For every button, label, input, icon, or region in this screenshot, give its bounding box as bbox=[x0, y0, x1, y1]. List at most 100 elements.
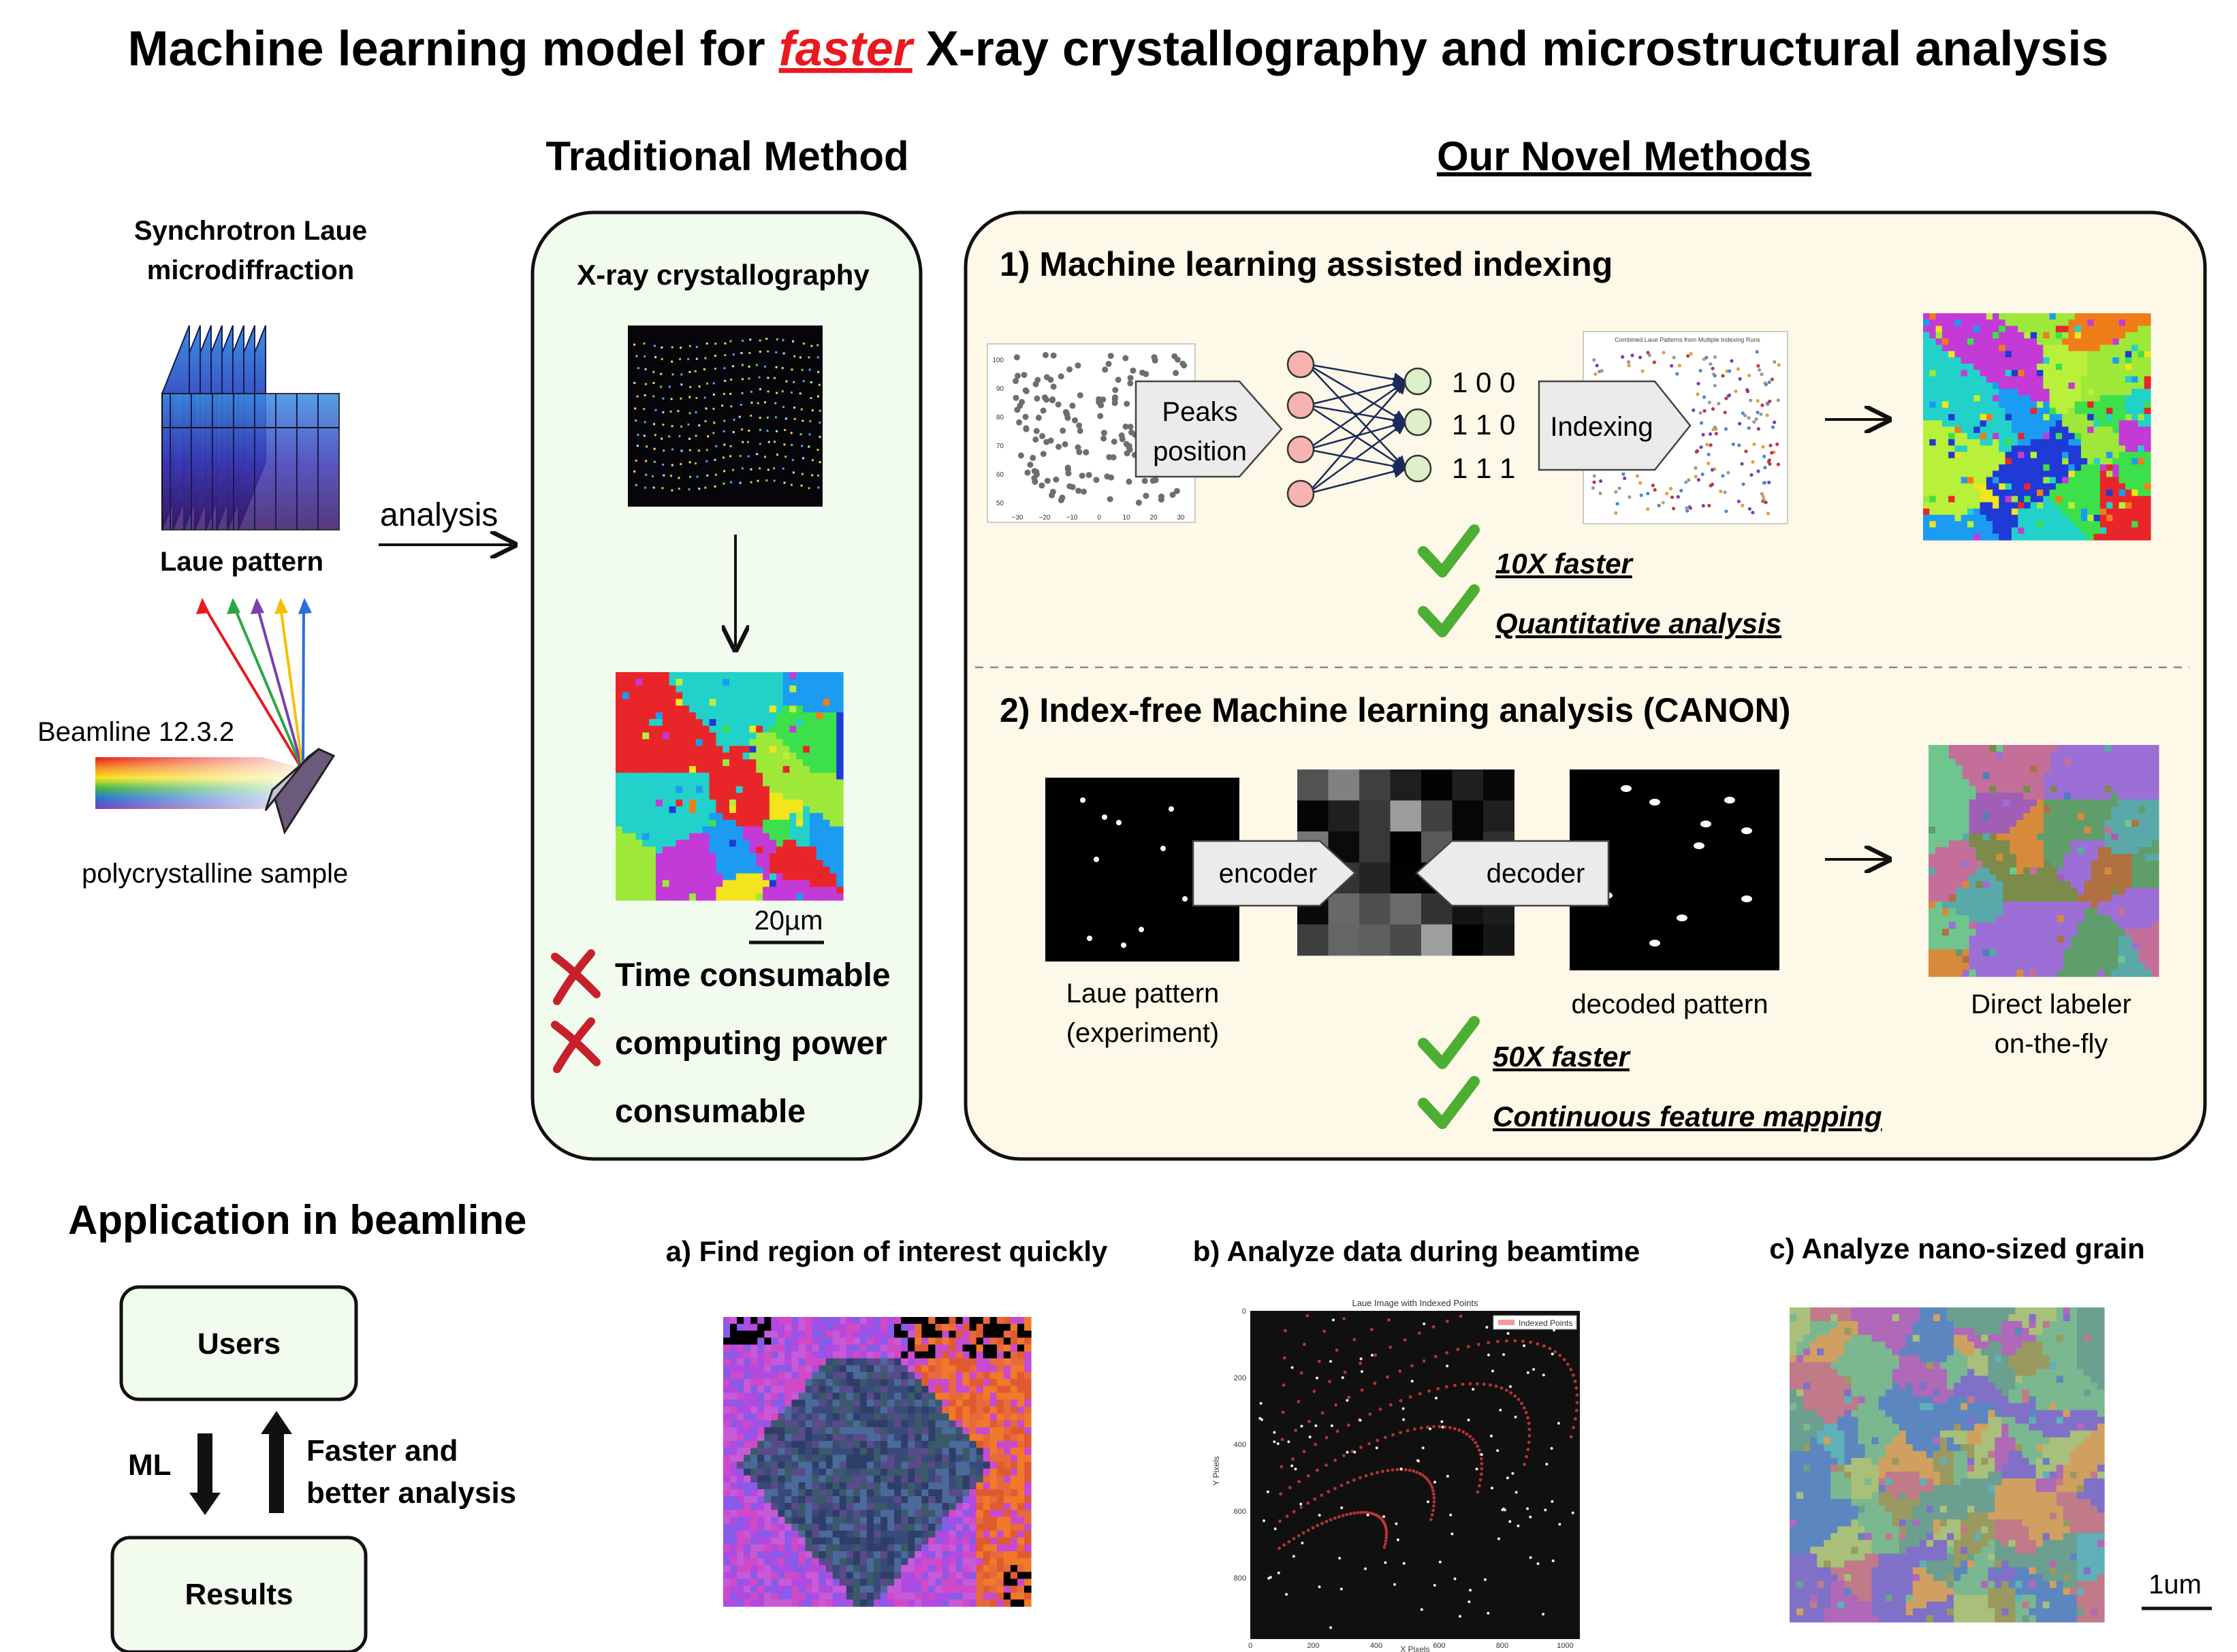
map-pixel bbox=[2057, 963, 2065, 970]
roi-pixel bbox=[1010, 1399, 1018, 1408]
map-pixel bbox=[642, 840, 650, 847]
map-pixel bbox=[1929, 752, 1936, 759]
roi-pixel bbox=[962, 1379, 970, 1386]
roi-pixel bbox=[744, 1393, 751, 1400]
map-pixel bbox=[803, 779, 810, 787]
map-pixel bbox=[1955, 929, 1963, 936]
map-pixel bbox=[662, 853, 670, 861]
map-pixel bbox=[1989, 868, 1997, 875]
map-pixel bbox=[716, 699, 723, 706]
map-pixel bbox=[2037, 745, 2044, 752]
roi-pixel bbox=[819, 1324, 827, 1331]
map-pixel bbox=[1962, 861, 1970, 868]
map-pixel bbox=[2106, 338, 2113, 345]
roi-pixel bbox=[955, 1365, 964, 1373]
laue-spot bbox=[653, 423, 655, 426]
map-pixel bbox=[642, 873, 650, 881]
map-pixel bbox=[776, 739, 784, 746]
map-pixel bbox=[2131, 389, 2139, 396]
map-pixel bbox=[709, 732, 716, 740]
roi-pixel bbox=[915, 1379, 922, 1386]
map-pixel bbox=[2091, 813, 2099, 821]
map-pixel bbox=[1982, 956, 1990, 964]
map-pixel bbox=[2145, 786, 2153, 793]
roi-pixel bbox=[880, 1351, 888, 1359]
roi-pixel bbox=[853, 1379, 861, 1386]
map-pixel bbox=[695, 793, 703, 800]
map-pixel bbox=[782, 880, 790, 887]
laue-spot bbox=[741, 428, 744, 431]
map-pixel bbox=[2125, 847, 2132, 855]
map-pixel bbox=[1961, 464, 1968, 471]
map-pixel bbox=[629, 880, 636, 887]
map-pixel bbox=[2070, 752, 2078, 759]
map-pixel bbox=[2084, 970, 2092, 977]
map-pixel bbox=[1954, 407, 1962, 415]
map-pixel bbox=[823, 866, 830, 874]
roi-pixel bbox=[750, 1379, 758, 1386]
roi-pixel bbox=[942, 1386, 949, 1393]
roi-pixel bbox=[942, 1379, 949, 1386]
map-pixel bbox=[1923, 407, 1930, 415]
map-pixel bbox=[763, 699, 770, 706]
laue-spot bbox=[808, 487, 810, 490]
map-pixel bbox=[1993, 490, 1999, 496]
map-pixel bbox=[622, 692, 630, 700]
map-pixel bbox=[2016, 936, 2024, 943]
map-pixel bbox=[2112, 471, 2120, 478]
map-pixel bbox=[1967, 521, 1974, 528]
map-pixel bbox=[1948, 786, 1956, 793]
map-pixel bbox=[723, 739, 730, 746]
indexed-dot bbox=[1768, 462, 1772, 466]
map-pixel bbox=[1973, 451, 1981, 459]
roi-pixel bbox=[1010, 1379, 1018, 1386]
map-pixel bbox=[689, 840, 697, 847]
map-pixel bbox=[2131, 949, 2139, 957]
map-pixel bbox=[1993, 338, 1999, 345]
map-pixel bbox=[2003, 759, 2010, 766]
map-pixel bbox=[629, 840, 636, 847]
map-pixel bbox=[669, 712, 676, 720]
map-pixel bbox=[2097, 772, 2105, 780]
map-pixel bbox=[2050, 915, 2058, 923]
map-pixel bbox=[689, 859, 697, 868]
map-pixel bbox=[1976, 840, 1984, 848]
map-pixel bbox=[1923, 357, 1930, 364]
map-pixel bbox=[716, 779, 723, 787]
map-pixel bbox=[776, 786, 784, 793]
map-pixel bbox=[723, 853, 730, 861]
map-pixel bbox=[836, 793, 844, 800]
laue-spot bbox=[741, 392, 744, 394]
map-pixel bbox=[2093, 351, 2101, 358]
map-pixel bbox=[816, 873, 824, 881]
map-pixel bbox=[2118, 847, 2125, 855]
map-pixel bbox=[2131, 521, 2139, 528]
map-pixel bbox=[2112, 351, 2120, 358]
peak-positions-scatter bbox=[1013, 351, 1188, 506]
map-pixel bbox=[2043, 490, 2050, 496]
map-pixel bbox=[796, 759, 804, 767]
indexed-dot bbox=[1707, 461, 1711, 466]
map-pixel bbox=[1948, 527, 1955, 535]
map-pixel bbox=[2023, 793, 2031, 800]
map-pixel bbox=[1973, 332, 1981, 339]
map-pixel bbox=[629, 746, 636, 753]
map-pixel bbox=[2087, 496, 2095, 503]
laue-spot bbox=[774, 441, 776, 443]
map-pixel bbox=[2030, 874, 2037, 882]
map-pixel bbox=[2112, 533, 2120, 541]
map-pixel bbox=[2138, 874, 2146, 882]
map-pixel bbox=[836, 678, 844, 686]
map-pixel bbox=[735, 712, 744, 720]
indexed-dot bbox=[1646, 507, 1650, 511]
map-pixel bbox=[1996, 833, 2003, 841]
map-pixel bbox=[2049, 439, 2057, 446]
laue-spot bbox=[661, 437, 663, 440]
roi-pixel bbox=[846, 1317, 854, 1324]
map-pixel bbox=[2097, 936, 2105, 943]
map-pixel bbox=[1941, 922, 1950, 930]
map-pixel bbox=[2097, 881, 2105, 889]
map-pixel bbox=[2049, 351, 2057, 358]
map-pixel bbox=[816, 887, 824, 894]
map-pixel bbox=[2104, 799, 2112, 807]
